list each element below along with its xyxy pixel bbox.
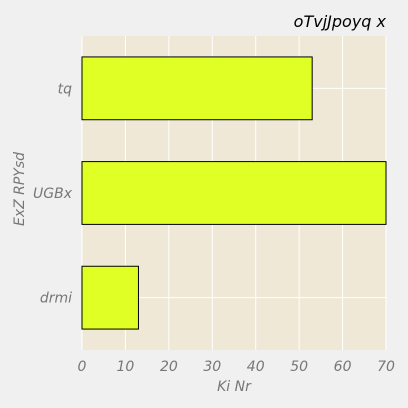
bar-ugbx (81, 161, 387, 225)
bars (81, 56, 387, 330)
bar-drmi (81, 265, 139, 330)
x-axis-label: Ki Nr (217, 379, 252, 395)
y-tick-label: drmi (40, 291, 72, 307)
x-tick-label: 30 (203, 359, 221, 375)
bar-tq (81, 56, 313, 121)
x-tick-label: 60 (334, 359, 352, 375)
y-axis-label: ExZ RPYsd (12, 152, 28, 226)
y-tick-labels: tq UGBx drmi (33, 81, 73, 306)
x-tick-label: 40 (247, 359, 265, 375)
x-tick-labels: 0 10 20 30 40 50 60 70 (78, 359, 395, 375)
x-tick-label: 20 (160, 359, 178, 375)
y-tick-label: tq (58, 81, 72, 97)
x-tick-label: 70 (377, 359, 395, 375)
y-tick-label: UGBx (33, 186, 73, 202)
chart-title: oTvjJpoyq x (294, 12, 387, 31)
x-tick-label: 0 (78, 359, 87, 375)
x-tick-label: 50 (290, 359, 308, 375)
x-tick-label: 10 (117, 359, 135, 375)
